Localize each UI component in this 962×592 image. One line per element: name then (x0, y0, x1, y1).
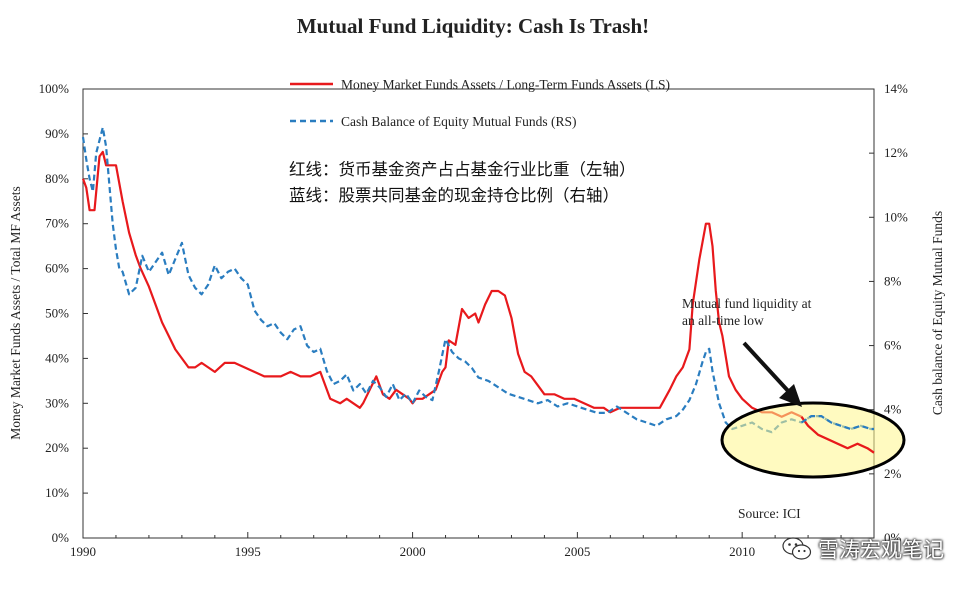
y-axis-right-label: Cash balance of Equity Mutual Funds (930, 211, 945, 415)
y-right-tick-label: 4% (884, 402, 902, 417)
y-right-tick-label: 12% (884, 145, 908, 160)
wechat-icon (782, 537, 812, 560)
y-left-tick-label: 100% (39, 81, 70, 96)
y-left-tick-label: 90% (45, 126, 69, 141)
series-money-market-line (81, 150, 875, 454)
x-axis: 1990 1995 2000 2005 2010 (70, 532, 875, 559)
y-left-tick-label: 0% (52, 530, 70, 545)
y-right-tick-label: 14% (884, 81, 908, 96)
y-axis-left-label: Money Market Funds Assets / Total MF Ass… (8, 186, 23, 439)
y-right-tick-label: 2% (884, 466, 902, 481)
x-tick-label: 2010 (729, 544, 755, 559)
left-axis: 0% 10% 20% 30% 40% 50% 60% 70% 80% 90% 100% (39, 81, 88, 545)
chart-title: Mutual Fund Liquidity: Cash Is Trash! (296, 14, 650, 38)
note-blue-line: 蓝线：股票共同基金的现金持仓比例（右轴） (289, 186, 619, 205)
watermark-text: 雪涛宏观笔记 (818, 538, 944, 562)
watermark: 雪涛宏观笔记 (782, 534, 944, 564)
series-money-market-line-highlighted (800, 416, 875, 454)
series-cash-balance-line-highlighted (800, 415, 874, 431)
legend-label-cash-balance: Cash Balance of Equity Mutual Funds (RS) (341, 114, 576, 129)
annotation-line-2: an all-time low (682, 313, 764, 328)
x-tick-label: 2000 (400, 544, 426, 559)
y-right-tick-label: 10% (884, 209, 908, 224)
series-layer (81, 126, 875, 454)
annotation-arrow-shaft (742, 341, 792, 395)
y-left-tick-label: 10% (45, 485, 69, 500)
series-layer-highlight (800, 415, 875, 454)
x-tick-label: 1995 (235, 544, 261, 559)
annotation-line-1: Mutual fund liquidity at (682, 296, 812, 311)
y-left-tick-label: 80% (45, 171, 69, 186)
y-right-tick-label: 8% (884, 273, 902, 288)
x-tick-label: 2005 (564, 544, 590, 559)
y-left-tick-label: 30% (45, 395, 69, 410)
highlight-ellipse (720, 401, 906, 479)
legend: Money Market Funds Assets / Long-Term Fu… (290, 77, 670, 129)
y-left-tick-label: 50% (45, 306, 69, 321)
annotation-arrow-head (779, 384, 802, 407)
y-right-tick-label: 6% (884, 338, 902, 353)
right-axis: 0% 2% 4% 6% 8% 10% 12% 14% (869, 81, 908, 545)
note-red-line: 红线：货币基金资产占占基金行业比重（左轴） (289, 160, 636, 179)
series-cash-balance-line (81, 126, 874, 434)
x-tick-label: 1990 (70, 544, 96, 559)
y-left-tick-label: 40% (45, 350, 69, 365)
y-right-tick-label: 0% (884, 530, 902, 545)
legend-label-money-market: Money Market Funds Assets / Long-Term Fu… (341, 77, 670, 92)
y-left-tick-label: 20% (45, 440, 69, 455)
y-left-tick-label: 70% (45, 216, 69, 231)
source-label: Source: ICI (738, 506, 801, 521)
y-left-tick-label: 60% (45, 261, 69, 276)
